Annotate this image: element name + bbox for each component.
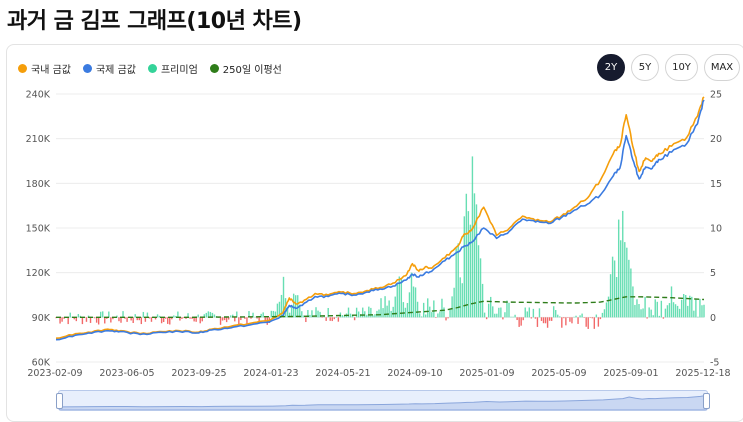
chart-legend: 국내 금값 국제 금값 프리미엄 250일 이평선	[18, 61, 282, 76]
page-title: 과거 금 김프 그래프(10년 차트)	[7, 9, 302, 34]
legend-item-ma250[interactable]: 250일 이평선	[209, 61, 282, 76]
range-button-max[interactable]: MAX	[704, 54, 740, 81]
chart-card	[6, 44, 743, 422]
legend-item-international[interactable]: 국제 금값	[82, 61, 136, 76]
legend-label: 국제 금값	[95, 65, 136, 76]
navigator-right-handle[interactable]	[703, 393, 710, 409]
legend-item-premium[interactable]: 프리미엄	[147, 61, 198, 76]
navigator-left-handle[interactable]	[56, 393, 63, 409]
legend-dot-premium	[147, 64, 157, 73]
range-button-10y[interactable]: 10Y	[665, 54, 698, 81]
legend-label: 250일 이평선	[222, 65, 282, 76]
range-selector: 2Y 5Y 10Y MAX	[597, 54, 740, 81]
legend-dot-international	[82, 64, 92, 73]
legend-dot-domestic	[18, 64, 27, 73]
range-button-5y[interactable]: 5Y	[631, 54, 659, 81]
legend-dot-ma250	[209, 64, 219, 73]
range-navigator[interactable]	[56, 390, 710, 411]
legend-label: 프리미엄	[160, 65, 198, 76]
navigator-series	[59, 394, 707, 410]
legend-item-domestic[interactable]: 국내 금값	[18, 61, 71, 76]
legend-label: 국내 금값	[31, 65, 71, 76]
range-button-2y[interactable]: 2Y	[597, 54, 625, 81]
